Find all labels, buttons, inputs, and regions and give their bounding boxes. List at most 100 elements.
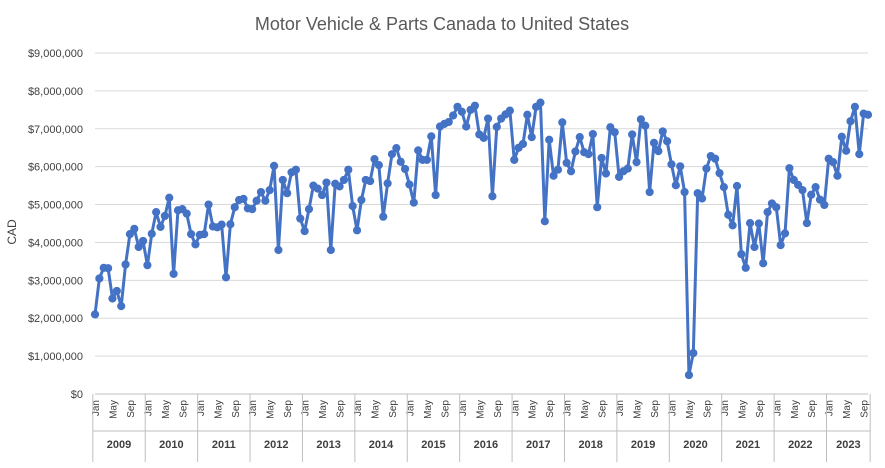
data-point	[230, 203, 239, 212]
data-point	[540, 217, 549, 226]
data-point	[470, 101, 480, 110]
x-month-label: Sep	[283, 400, 294, 418]
data-point	[780, 229, 790, 238]
x-month-label: May	[161, 400, 172, 419]
y-tick-label: $6,000,000	[28, 162, 83, 174]
x-year-label: 2010	[159, 439, 183, 451]
data-point	[610, 128, 619, 137]
data-point	[304, 205, 314, 214]
x-month-label: Sep	[650, 400, 661, 418]
data-point	[462, 122, 471, 131]
data-point	[147, 229, 156, 238]
data-point	[344, 165, 353, 174]
data-point	[689, 348, 698, 358]
x-month-label: Jan	[91, 400, 102, 416]
data-point	[601, 169, 611, 178]
data-point	[754, 219, 763, 228]
data-point	[597, 153, 606, 163]
data-point	[641, 121, 650, 130]
data-point	[422, 155, 432, 164]
data-point	[457, 107, 466, 116]
x-month-label: Jan	[353, 400, 364, 416]
data-point	[772, 203, 781, 212]
data-point	[374, 161, 383, 170]
data-point	[444, 117, 453, 127]
data-point	[536, 98, 545, 107]
data-point	[387, 150, 397, 159]
data-point	[798, 186, 807, 195]
x-month-label: May	[737, 400, 748, 419]
data-point	[204, 200, 213, 209]
data-point	[317, 190, 327, 200]
data-point	[523, 110, 532, 119]
data-point	[759, 259, 768, 268]
x-month-label: Sep	[598, 400, 609, 418]
x-month-label: Jan	[143, 400, 154, 416]
data-point	[628, 130, 637, 139]
x-year-label: 2019	[631, 439, 655, 451]
data-point	[863, 110, 873, 119]
data-point	[527, 133, 536, 142]
data-point	[545, 135, 554, 144]
data-point	[711, 154, 720, 163]
data-point	[663, 137, 672, 146]
x-month-label: Jan	[772, 400, 783, 416]
x-month-label: May	[318, 400, 329, 419]
data-point	[593, 203, 602, 212]
x-year-label: 2020	[683, 439, 707, 451]
x-month-label: May	[685, 400, 696, 419]
data-point	[479, 133, 488, 142]
data-point	[728, 221, 737, 230]
x-month-label: May	[790, 400, 801, 419]
y-tick-label: $1,000,000	[28, 351, 83, 363]
data-point	[221, 273, 231, 282]
x-month-label: May	[108, 400, 119, 419]
data-point	[510, 155, 519, 164]
data-point	[130, 224, 139, 233]
data-point	[125, 230, 135, 239]
data-point	[680, 187, 689, 197]
data-point	[405, 180, 414, 189]
data-point	[274, 245, 283, 255]
data-point	[684, 370, 694, 380]
x-year-label: 2017	[526, 439, 550, 451]
x-month-label: May	[580, 400, 591, 419]
data-point	[370, 154, 379, 164]
x-month-label: Sep	[807, 400, 818, 418]
x-year-label: 2022	[788, 439, 812, 451]
data-point	[584, 150, 593, 159]
data-point	[750, 242, 759, 252]
x-month-label: Jan	[720, 400, 731, 416]
data-point	[191, 240, 200, 249]
data-point	[186, 230, 196, 239]
data-point	[850, 102, 859, 111]
x-month-label: Sep	[178, 400, 189, 418]
x-month-label: Sep	[702, 400, 713, 418]
x-axis: Jan May Sep 2009 Jan May Sep 2010 Jan May Sep 2011 J…	[91, 393, 871, 462]
data-point	[588, 129, 597, 139]
data-point	[269, 161, 279, 171]
data-point	[248, 205, 257, 214]
data-point	[156, 222, 165, 232]
x-month-label: Jan	[825, 400, 836, 416]
x-year-label: 2012	[264, 439, 288, 451]
data-point	[261, 196, 270, 205]
data-point	[117, 301, 126, 311]
data-point	[348, 201, 357, 211]
data-point	[396, 157, 405, 166]
data-point	[667, 160, 676, 169]
x-month-label: May	[475, 400, 486, 419]
data-point	[575, 133, 584, 142]
data-point	[104, 264, 113, 273]
x-month-label: May	[633, 400, 644, 419]
data-point	[352, 226, 362, 235]
chart-title: Motor Vehicle & Parts Canada to United S…	[255, 14, 629, 34]
data-point	[492, 122, 501, 131]
data-point	[400, 164, 410, 174]
series	[90, 98, 873, 380]
x-month-label: Sep	[440, 400, 451, 418]
x-year-label: 2015	[421, 439, 445, 451]
x-month-label: Sep	[126, 400, 137, 418]
data-point	[671, 181, 680, 190]
data-point	[820, 200, 829, 210]
